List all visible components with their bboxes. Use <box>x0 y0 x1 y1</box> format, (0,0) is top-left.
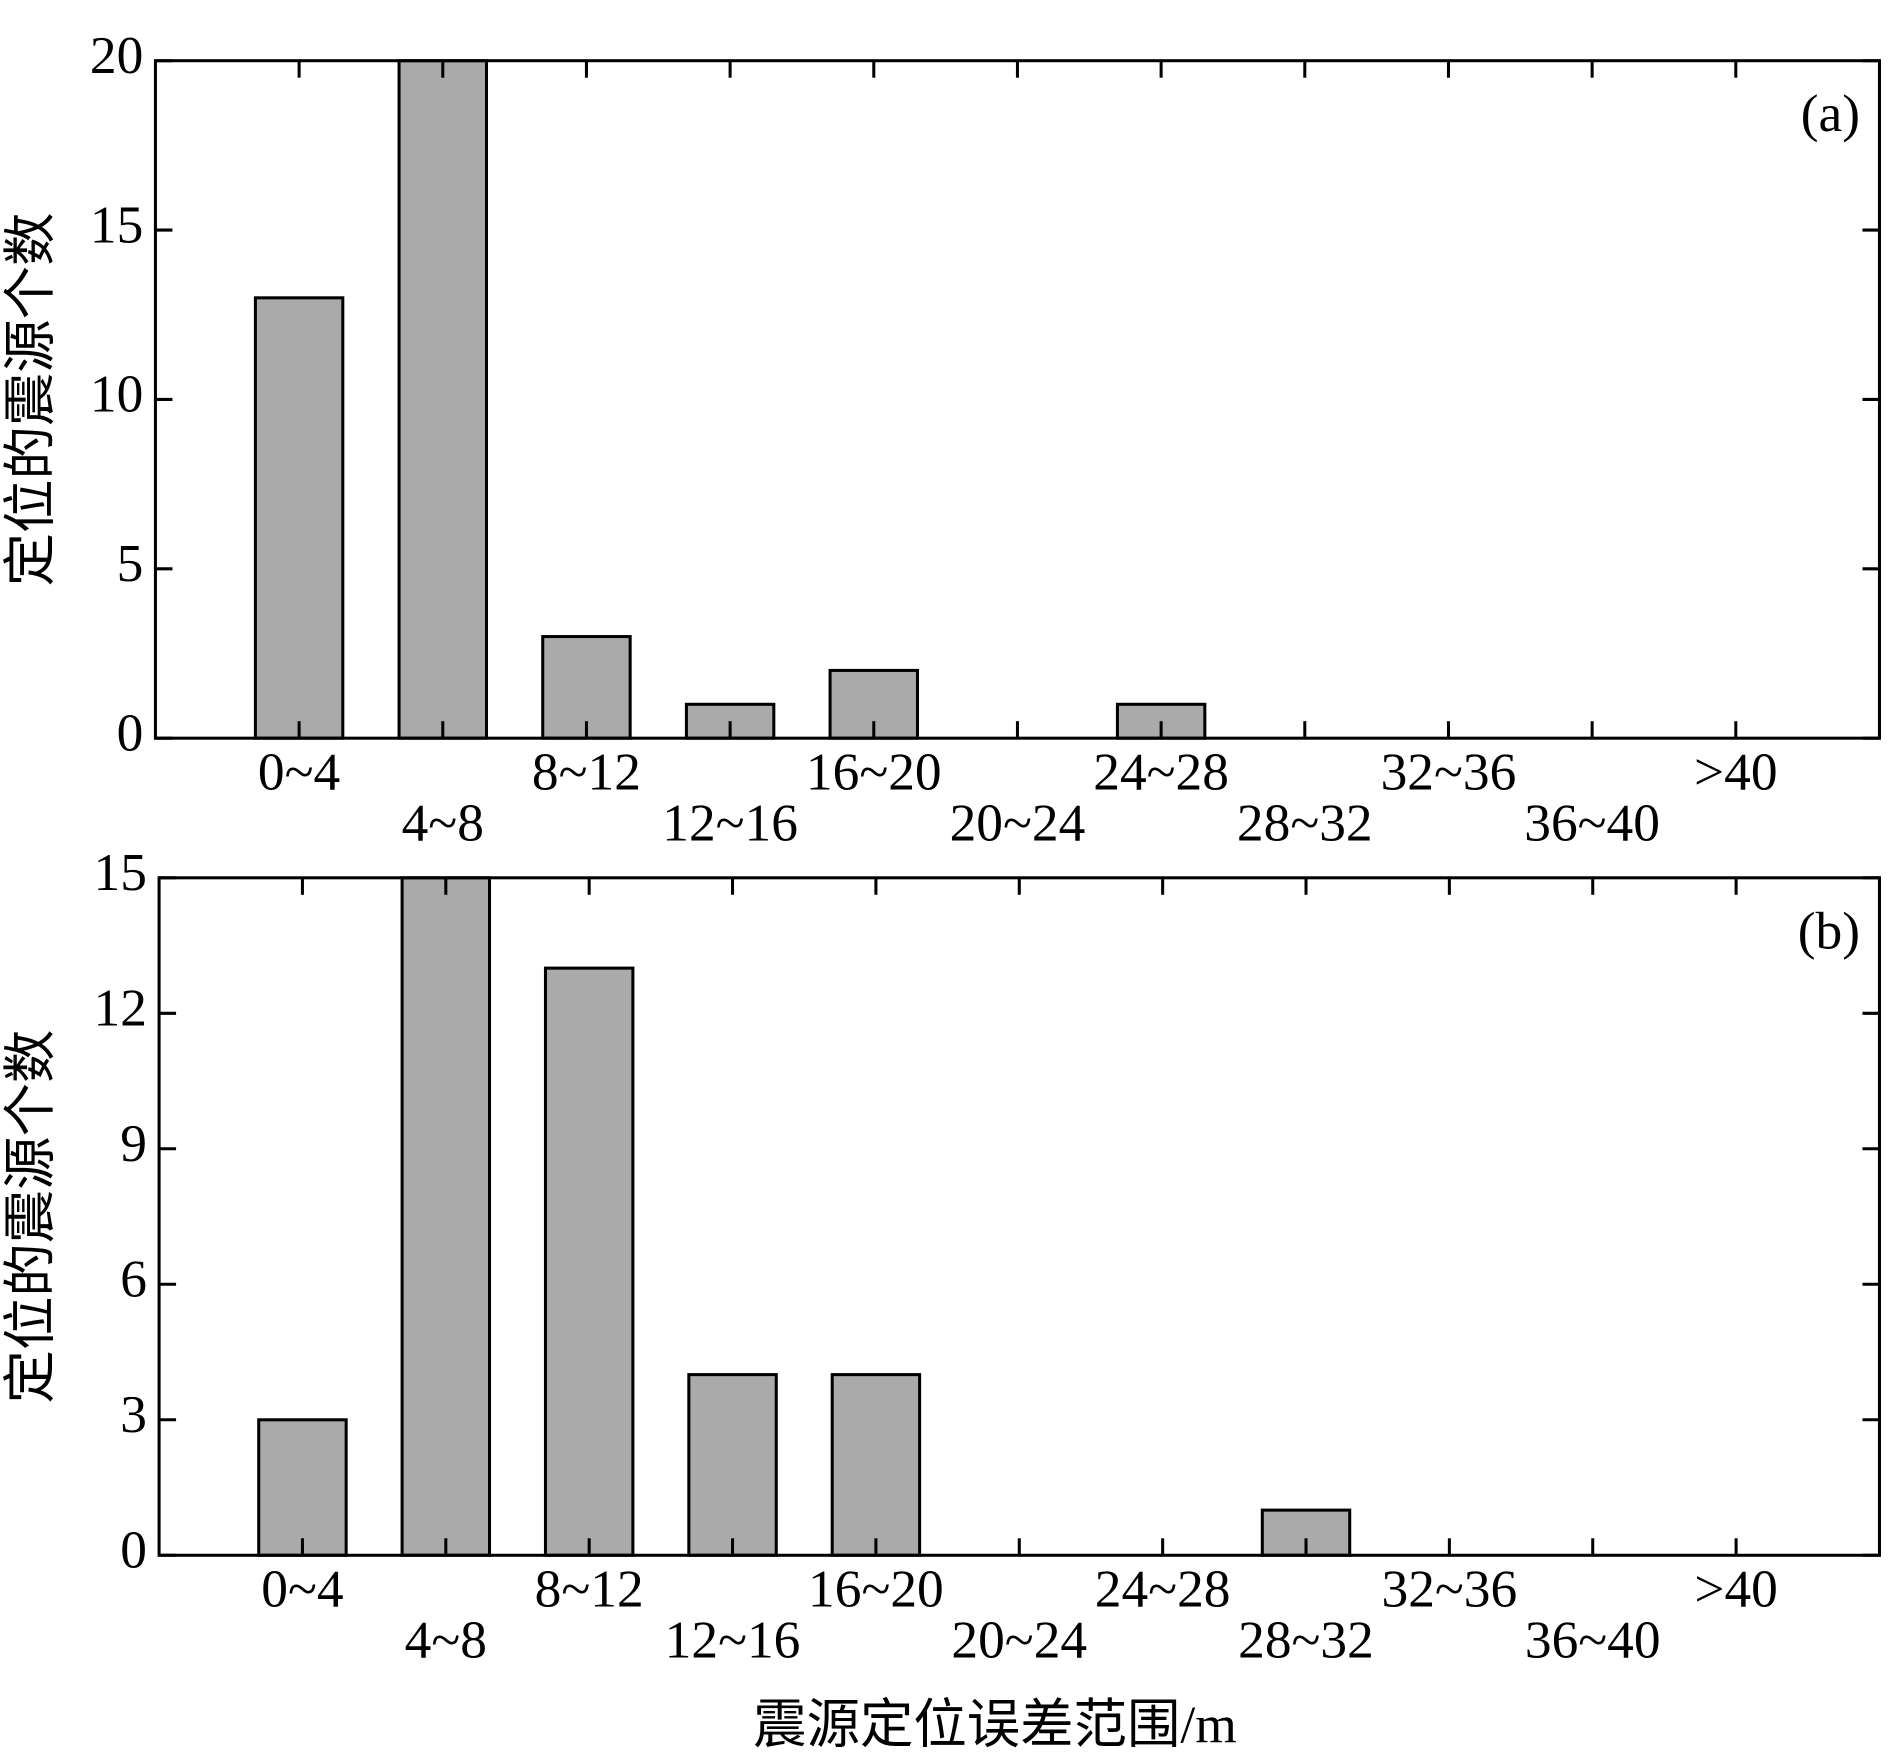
bar <box>253 296 345 740</box>
x-tick-label: 0~4 <box>258 741 340 801</box>
x-tick-label: 24~28 <box>1095 1558 1231 1618</box>
y-tick-label: 0 <box>117 702 144 762</box>
x-tick-label: 12~16 <box>662 792 798 852</box>
panel-label: (a) <box>1801 83 1860 143</box>
x-tick-label: 8~12 <box>532 741 641 801</box>
y-tick-label: 15 <box>94 842 147 902</box>
bar <box>397 59 488 740</box>
x-tick-label: 12~16 <box>665 1609 801 1669</box>
y-tick-label: 6 <box>120 1249 147 1309</box>
x-tick-label: 24~28 <box>1093 741 1229 801</box>
x-tick-label: 8~12 <box>535 1558 644 1618</box>
y-tick-label: 3 <box>120 1384 147 1444</box>
x-axis-label: 震源定位误差范围/m <box>753 1694 1237 1754</box>
y-tick-label: 10 <box>90 364 143 424</box>
x-tick-label: 4~8 <box>405 1609 487 1669</box>
x-tick-label: 36~40 <box>1524 792 1660 852</box>
bar <box>400 876 492 1557</box>
y-tick-label: 5 <box>117 533 144 593</box>
y-tick-label: 20 <box>90 25 143 85</box>
bar <box>687 1373 778 1557</box>
x-tick-label: 36~40 <box>1525 1609 1661 1669</box>
x-tick-label: 28~32 <box>1238 1609 1374 1669</box>
x-tick-label: 0~4 <box>261 1558 343 1618</box>
x-tick-label: >40 <box>1694 741 1778 801</box>
bar <box>830 1373 922 1557</box>
y-tick-label: 15 <box>90 194 143 254</box>
panel-label: (b) <box>1798 900 1860 960</box>
y-tick-label: 0 <box>120 1520 147 1580</box>
x-tick-label: >40 <box>1694 1558 1778 1618</box>
x-tick-label: 32~36 <box>1381 741 1517 801</box>
y-tick-label: 12 <box>94 978 147 1038</box>
x-tick-label: 20~24 <box>950 792 1086 852</box>
x-tick-label: 16~20 <box>806 741 942 801</box>
x-tick-label: 20~24 <box>951 1609 1087 1669</box>
x-tick-label: 28~32 <box>1237 792 1373 852</box>
bar <box>543 966 635 1557</box>
y-tick-label: 9 <box>120 1113 147 1173</box>
y-axis-label: 定位的震源个数 <box>1 213 61 587</box>
x-tick-label: 32~36 <box>1382 1558 1518 1618</box>
x-tick-label: 16~20 <box>808 1558 944 1618</box>
y-axis-label: 定位的震源个数 <box>1 1030 61 1404</box>
bar <box>257 1418 348 1557</box>
x-tick-label: 4~8 <box>402 792 484 852</box>
